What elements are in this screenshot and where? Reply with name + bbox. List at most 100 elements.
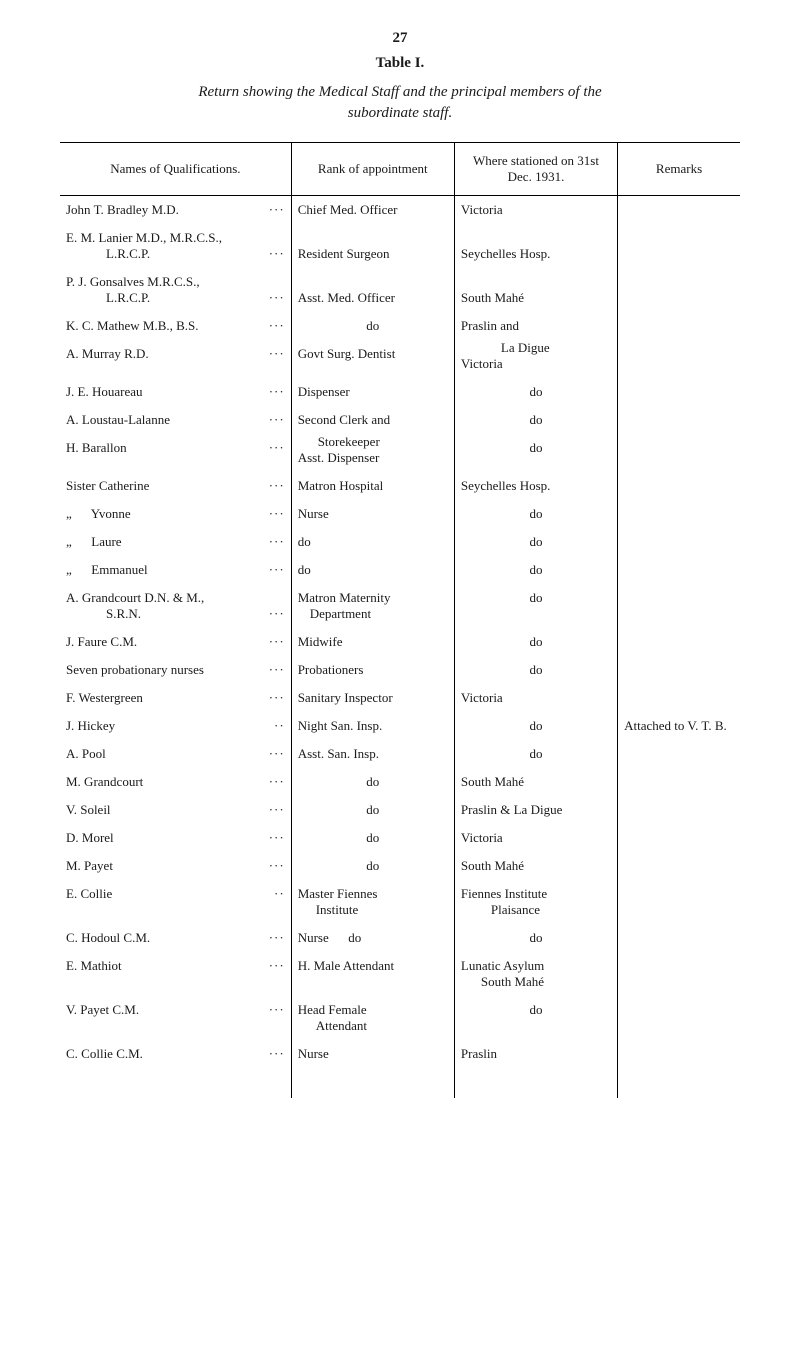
cell-where: Victoria: [454, 824, 617, 852]
cell-where: Praslin & La Digue: [454, 796, 617, 824]
cell-where: Fiennes Institute Plaisance: [454, 880, 617, 924]
table-row: John T. Bradley M.D.··· Chief Med. Offic…: [60, 196, 740, 225]
table-row: E. M. Lanier M.D., M.R.C.S., L.R.C.P.···…: [60, 224, 740, 268]
cell-remarks: [618, 556, 740, 584]
table-row: F. Westergreen··· Sanitary Inspector Vic…: [60, 684, 740, 712]
cell-where: do: [454, 556, 617, 584]
cell-where: Seychelles Hosp.: [454, 224, 617, 268]
cell-remarks: [618, 996, 740, 1040]
table-row: D. Morel··· do Victoria: [60, 824, 740, 852]
table-row: E. Collie·· Master Fiennes Institute Fie…: [60, 880, 740, 924]
table-row: C. Hodoul C.M.··· Nurse do do: [60, 924, 740, 952]
cell-name: J. E. Houareau···: [60, 378, 291, 406]
table-row: Seven probationary nurses··· Probationer…: [60, 656, 740, 684]
cell-name: A. Murray R.D.···: [60, 340, 291, 378]
cell-name: E. M. Lanier M.D., M.R.C.S., L.R.C.P.···: [60, 224, 291, 268]
table-row: P. J. Gonsalves M.R.C.S., L.R.C.P.··· As…: [60, 268, 740, 312]
table-row: E. Mathiot··· H. Male Attendant Lunatic …: [60, 952, 740, 996]
cell-remarks: [618, 880, 740, 924]
header-names: Names of Qualifications.: [60, 143, 291, 196]
cell-name: A. Pool···: [60, 740, 291, 768]
cell-where: do: [454, 406, 617, 434]
table-label: Table I.: [60, 55, 740, 72]
cell-name: J. Hickey··: [60, 712, 291, 740]
cell-rank: Nurse do: [291, 924, 454, 952]
cell-where: do: [454, 740, 617, 768]
table-body: John T. Bradley M.D.··· Chief Med. Offic…: [60, 196, 740, 1099]
cell-where: do: [454, 628, 617, 656]
table-row: J. Faure C.M.··· Midwife do: [60, 628, 740, 656]
cell-rank: do: [291, 312, 454, 340]
cell-where: Lunatic Asylum South Mahé: [454, 952, 617, 996]
cell-remarks: [618, 500, 740, 528]
cell-rank: do: [291, 824, 454, 852]
cell-where: South Mahé: [454, 852, 617, 880]
cell-remarks: [618, 406, 740, 434]
cell-where: do: [454, 378, 617, 406]
cell-remarks: [618, 768, 740, 796]
cell-rank: Matron Maternity Department: [291, 584, 454, 628]
cell-rank: Nurse: [291, 500, 454, 528]
table-row: A. Grandcourt D.N. & M., S.R.N.··· Matro…: [60, 584, 740, 628]
cell-name: „ Laure···: [60, 528, 291, 556]
cell-name: C. Collie C.M.···: [60, 1040, 291, 1068]
cell-name: Seven probationary nurses···: [60, 656, 291, 684]
cell-rank: Dispenser: [291, 378, 454, 406]
cell-where: Seychelles Hosp.: [454, 472, 617, 500]
cell-rank: Second Clerk and: [291, 406, 454, 434]
cell-remarks: Attached to V. T. B.: [618, 712, 740, 740]
cell-where: La Digue Victoria: [454, 340, 617, 378]
cell-rank: Asst. Med. Officer: [291, 268, 454, 312]
cell-where: do: [454, 712, 617, 740]
table-row: H. Barallon··· Storekeeper Asst. Dispens…: [60, 434, 740, 472]
header-remarks: Remarks: [618, 143, 740, 196]
cell-where: do: [454, 996, 617, 1040]
cell-where: do: [454, 528, 617, 556]
cell-rank: Master Fiennes Institute: [291, 880, 454, 924]
cell-name: F. Westergreen···: [60, 684, 291, 712]
cell-remarks: [618, 312, 740, 340]
cell-remarks: [618, 628, 740, 656]
cell-remarks: [618, 924, 740, 952]
cell-name: Sister Catherine···: [60, 472, 291, 500]
table-row: A. Pool··· Asst. San. Insp. do: [60, 740, 740, 768]
table-row: „ Emmanuel··· do do: [60, 556, 740, 584]
cell-name: V. Soleil···: [60, 796, 291, 824]
cell-rank: do: [291, 556, 454, 584]
cell-rank: do: [291, 528, 454, 556]
document-title: Return showing the Medical Staff and the…: [60, 82, 740, 124]
cell-rank: Resident Surgeon: [291, 224, 454, 268]
cell-rank: H. Male Attendant: [291, 952, 454, 996]
cell-where: Victoria: [454, 684, 617, 712]
cell-remarks: [618, 434, 740, 472]
cell-remarks: [618, 378, 740, 406]
table-row: Sister Catherine··· Matron Hospital Seyc…: [60, 472, 740, 500]
table-row: J. E. Houareau··· Dispenser do: [60, 378, 740, 406]
cell-remarks: [618, 740, 740, 768]
cell-rank: Probationers: [291, 656, 454, 684]
cell-rank: Matron Hospital: [291, 472, 454, 500]
cell-where: South Mahé: [454, 268, 617, 312]
cell-name: D. Morel···: [60, 824, 291, 852]
cell-name: A. Loustau-Lalanne···: [60, 406, 291, 434]
cell-where: do: [454, 584, 617, 628]
cell-name: J. Faure C.M.···: [60, 628, 291, 656]
table-row: „ Yvonne··· Nurse do: [60, 500, 740, 528]
cell-where: South Mahé: [454, 768, 617, 796]
table-row: M. Grandcourt··· do South Mahé: [60, 768, 740, 796]
table-row: C. Collie C.M.··· Nurse Praslin: [60, 1040, 740, 1068]
cell-rank: Nurse: [291, 1040, 454, 1068]
cell-where: Victoria: [454, 196, 617, 225]
cell-where: do: [454, 500, 617, 528]
cell-remarks: [618, 196, 740, 225]
page-number: 27: [60, 30, 740, 47]
cell-name: „ Emmanuel···: [60, 556, 291, 584]
table-row: A. Murray R.D.··· Govt Surg. Dentist La …: [60, 340, 740, 378]
cell-remarks: [618, 824, 740, 852]
title-line-1: Return showing the Medical Staff and the…: [198, 84, 601, 100]
title-line-2: subordinate staff.: [348, 105, 452, 121]
cell-remarks: [618, 528, 740, 556]
table-row: J. Hickey·· Night San. Insp. do Attached…: [60, 712, 740, 740]
table-row: V. Soleil··· do Praslin & La Digue: [60, 796, 740, 824]
cell-name: P. J. Gonsalves M.R.C.S., L.R.C.P.···: [60, 268, 291, 312]
